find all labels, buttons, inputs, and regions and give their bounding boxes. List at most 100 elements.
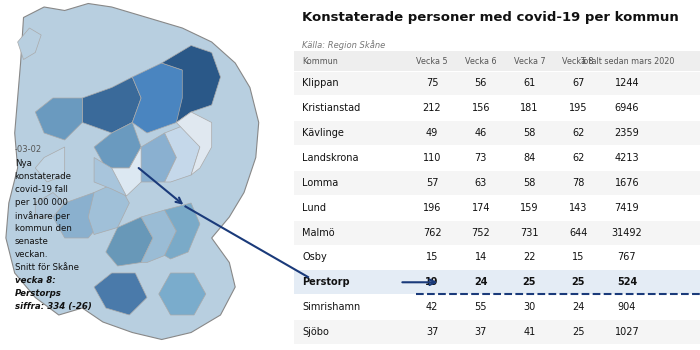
- Text: 78: 78: [572, 178, 584, 188]
- Text: 1676: 1676: [615, 178, 639, 188]
- FancyBboxPatch shape: [294, 146, 700, 170]
- Text: 73: 73: [475, 153, 487, 163]
- Text: 904: 904: [617, 302, 636, 312]
- Polygon shape: [94, 273, 147, 315]
- Text: Konstaterade personer med covid-19 per kommun: Konstaterade personer med covid-19 per k…: [302, 10, 679, 23]
- Text: 24: 24: [572, 302, 584, 312]
- Text: vecka 8:: vecka 8:: [15, 276, 55, 285]
- Text: 644: 644: [569, 228, 587, 238]
- Text: 110: 110: [423, 153, 441, 163]
- Polygon shape: [35, 147, 64, 182]
- Text: 25: 25: [523, 277, 536, 287]
- Text: 14: 14: [475, 252, 487, 262]
- Polygon shape: [53, 193, 106, 238]
- Text: 212: 212: [423, 103, 442, 113]
- Text: 46: 46: [475, 128, 487, 138]
- Polygon shape: [18, 28, 41, 60]
- Text: 31492: 31492: [612, 228, 643, 238]
- Text: 19: 19: [426, 277, 439, 287]
- Text: 42: 42: [426, 302, 438, 312]
- Text: 37: 37: [475, 327, 487, 337]
- Polygon shape: [159, 273, 206, 315]
- Polygon shape: [130, 133, 176, 182]
- FancyBboxPatch shape: [294, 96, 700, 120]
- Polygon shape: [35, 98, 83, 140]
- Text: Vecka 6: Vecka 6: [465, 57, 496, 66]
- Text: siffra: 334 (-26): siffra: 334 (-26): [15, 302, 92, 311]
- Polygon shape: [6, 4, 259, 340]
- Text: 41: 41: [524, 327, 536, 337]
- Text: 196: 196: [423, 203, 441, 213]
- FancyBboxPatch shape: [294, 295, 700, 319]
- Text: 62: 62: [572, 128, 584, 138]
- Text: Snitt för Skåne: Snitt för Skåne: [15, 263, 78, 272]
- Text: 143: 143: [569, 203, 587, 213]
- Text: 4213: 4213: [615, 153, 639, 163]
- Text: 15: 15: [572, 252, 584, 262]
- Polygon shape: [112, 147, 141, 196]
- Text: invånare per: invånare per: [15, 211, 69, 221]
- Text: 25: 25: [571, 277, 585, 287]
- Text: 159: 159: [520, 203, 539, 213]
- FancyBboxPatch shape: [294, 196, 700, 220]
- Text: Totalt sedan mars 2020: Totalt sedan mars 2020: [580, 57, 674, 66]
- FancyBboxPatch shape: [294, 270, 700, 294]
- Text: veckan.: veckan.: [15, 250, 48, 259]
- Text: 1244: 1244: [615, 78, 639, 89]
- Polygon shape: [94, 158, 127, 196]
- Text: Simrishamn: Simrishamn: [302, 302, 360, 312]
- Text: Lund: Lund: [302, 203, 326, 213]
- Text: 58: 58: [524, 178, 536, 188]
- Text: 30: 30: [524, 302, 536, 312]
- FancyBboxPatch shape: [294, 171, 700, 195]
- Text: 58: 58: [524, 128, 536, 138]
- Text: 15: 15: [426, 252, 438, 262]
- Polygon shape: [164, 122, 200, 182]
- Text: 195: 195: [569, 103, 587, 113]
- Polygon shape: [35, 193, 64, 217]
- Text: 524: 524: [617, 277, 637, 287]
- Polygon shape: [176, 112, 211, 175]
- Polygon shape: [164, 203, 200, 259]
- Text: Källa: Region Skåne: Källa: Region Skåne: [302, 40, 386, 50]
- Text: Kävlinge: Kävlinge: [302, 128, 344, 138]
- Text: 49: 49: [426, 128, 438, 138]
- Text: 181: 181: [520, 103, 539, 113]
- Polygon shape: [141, 210, 176, 262]
- Text: Vecka 7: Vecka 7: [514, 57, 545, 66]
- Text: 731: 731: [520, 228, 539, 238]
- Text: 762: 762: [423, 228, 442, 238]
- Text: -03-02: -03-02: [15, 145, 42, 154]
- Text: senaste: senaste: [15, 237, 48, 246]
- Text: Landskrona: Landskrona: [302, 153, 358, 163]
- FancyBboxPatch shape: [294, 51, 700, 71]
- Polygon shape: [94, 122, 141, 168]
- Text: 67: 67: [572, 78, 584, 89]
- Text: 156: 156: [472, 103, 490, 113]
- Text: per 100 000: per 100 000: [15, 198, 68, 207]
- Text: 767: 767: [617, 252, 636, 262]
- Text: 2359: 2359: [615, 128, 639, 138]
- Polygon shape: [162, 46, 220, 122]
- Text: 6946: 6946: [615, 103, 639, 113]
- Text: 55: 55: [475, 302, 487, 312]
- Text: Osby: Osby: [302, 252, 327, 262]
- Text: Kristianstad: Kristianstad: [302, 103, 360, 113]
- Text: konstaterade: konstaterade: [15, 172, 71, 181]
- Polygon shape: [83, 77, 141, 133]
- FancyBboxPatch shape: [294, 245, 700, 270]
- Text: 7419: 7419: [615, 203, 639, 213]
- Text: 174: 174: [472, 203, 490, 213]
- Text: Kommun: Kommun: [302, 57, 338, 66]
- FancyBboxPatch shape: [294, 121, 700, 145]
- Text: 75: 75: [426, 78, 438, 89]
- Text: 25: 25: [572, 327, 584, 337]
- Polygon shape: [88, 182, 130, 234]
- Text: 63: 63: [475, 178, 487, 188]
- Text: 752: 752: [471, 228, 490, 238]
- Text: kommun den: kommun den: [15, 224, 71, 233]
- Text: Lomma: Lomma: [302, 178, 338, 188]
- Text: 56: 56: [475, 78, 487, 89]
- Polygon shape: [132, 63, 191, 133]
- Text: 37: 37: [426, 327, 438, 337]
